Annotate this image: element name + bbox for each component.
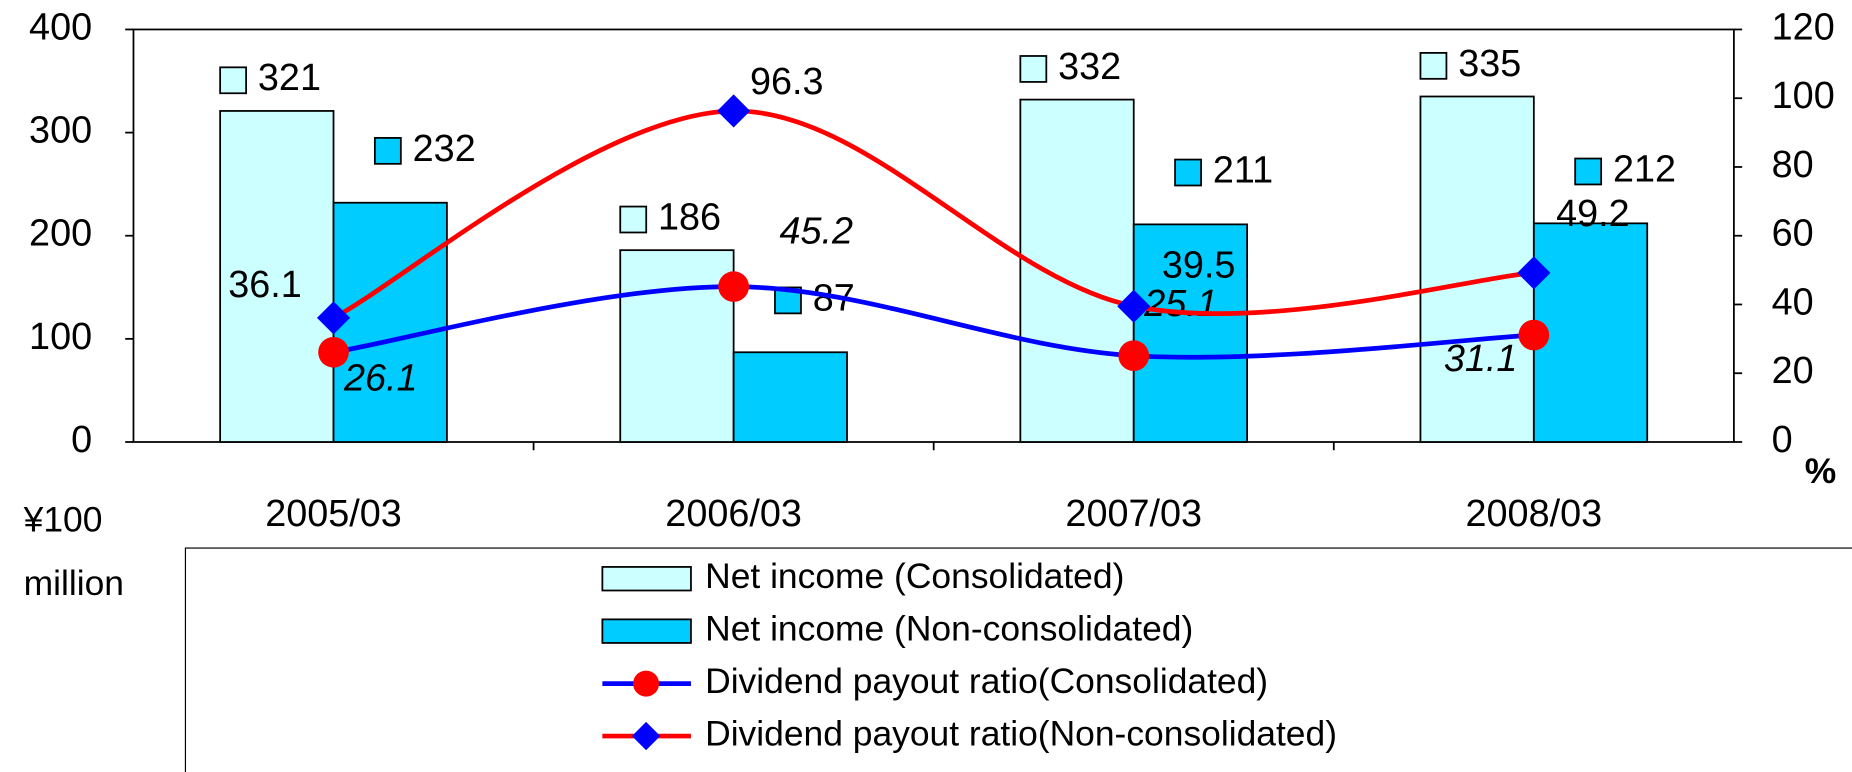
label-icon — [1419, 52, 1448, 80]
marker — [316, 301, 351, 335]
legend-label: Net income (Consolidated) — [705, 557, 1124, 596]
line — [333, 284, 1534, 360]
data-label: 49.2 — [1556, 192, 1630, 234]
marker — [318, 336, 349, 368]
legend-marker — [631, 721, 661, 751]
marker — [1517, 256, 1551, 290]
x-tick-label: 2008/03 — [1466, 492, 1603, 534]
y2-tick-label: 60 — [1772, 212, 1814, 254]
legend-box — [184, 547, 1852, 772]
x-tick-label: 2007/03 — [1065, 492, 1202, 534]
y-tick-label: 0 — [71, 418, 92, 460]
legend-label: Net income (Non-consolidated) — [705, 610, 1193, 649]
label-icon — [373, 137, 402, 165]
data-label: 26.1 — [343, 357, 418, 399]
data-label: 31.1 — [1444, 337, 1518, 379]
label-icon — [619, 205, 648, 234]
legend-marker — [633, 670, 660, 697]
marker — [1117, 289, 1151, 323]
data-label: 321 — [258, 56, 321, 98]
y-axis-label: ¥100 — [23, 500, 103, 539]
label-icon — [219, 66, 248, 95]
bar — [1419, 95, 1535, 443]
line — [332, 108, 1535, 320]
y-tick-label: 200 — [29, 212, 92, 254]
data-label: 96.3 — [750, 60, 824, 102]
bar — [1132, 223, 1249, 443]
data-label: 211 — [1213, 149, 1273, 191]
label-icon — [1019, 55, 1048, 83]
data-label: 45.2 — [780, 210, 854, 252]
data-label: 39.5 — [1162, 243, 1236, 285]
data-label: 212 — [1613, 147, 1676, 189]
legend-swatch — [601, 618, 692, 644]
label-icon — [1174, 158, 1202, 187]
data-label: 232 — [413, 127, 476, 169]
y2-tick-label: 100 — [1772, 74, 1835, 116]
data-label: 186 — [658, 196, 721, 238]
label-icon — [1574, 157, 1603, 186]
marker — [1118, 340, 1150, 372]
x-tick-label: 2006/03 — [665, 492, 802, 534]
legend-label: Dividend payout ratio(Non-consolidated) — [705, 714, 1337, 753]
y2-tick-label: 20 — [1772, 349, 1814, 391]
bar — [619, 249, 735, 443]
marker — [1518, 319, 1550, 351]
legend-swatch — [601, 566, 692, 592]
y2-tick-label: 120 — [1772, 5, 1835, 47]
x-tick-label: 2005/03 — [265, 492, 402, 534]
bar — [219, 110, 335, 443]
data-label: 36.1 — [228, 263, 302, 305]
bar — [332, 201, 448, 443]
marker — [718, 271, 749, 302]
y2-axis-label: % — [1805, 452, 1837, 491]
bar — [732, 351, 848, 443]
bar — [1532, 222, 1649, 443]
bar — [1019, 98, 1135, 443]
y2-tick-label: 40 — [1772, 280, 1814, 322]
y-axis-label: million — [24, 564, 124, 603]
data-label: 335 — [1458, 42, 1521, 84]
y-tick-label: 400 — [29, 5, 92, 47]
data-label: 25.1 — [1143, 282, 1218, 324]
legend-label: Dividend payout ratio(Consolidated) — [705, 662, 1268, 701]
y2-tick-label: 80 — [1772, 143, 1814, 185]
y-tick-label: 100 — [29, 315, 92, 357]
y2-tick-label: 0 — [1772, 418, 1793, 460]
data-label: 332 — [1058, 45, 1121, 87]
y-tick-label: 300 — [29, 109, 92, 151]
